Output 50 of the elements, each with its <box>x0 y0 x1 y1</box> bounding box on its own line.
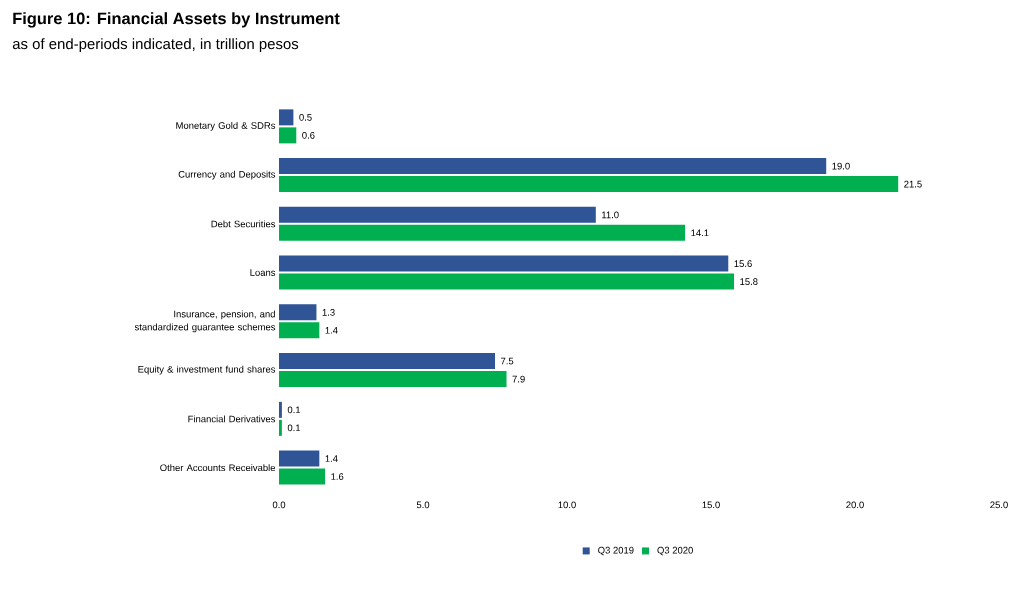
y-tick-label: Other Accounts Receivable <box>160 464 276 472</box>
x-tick-label: 25.0 <box>990 501 1008 509</box>
data-label: 0.1 <box>287 424 301 432</box>
data-label: 1.4 <box>325 327 338 334</box>
x-tick-label: 10.0 <box>558 501 576 509</box>
bar <box>279 468 326 485</box>
data-label: 19.0 <box>832 162 850 170</box>
x-tick-label: 15.0 <box>702 501 720 509</box>
y-tick-label: Equity & investment fund shares <box>138 365 276 375</box>
bar <box>279 304 317 321</box>
text: as of end-periods indicated, in trillion pesos <box>12 38 299 53</box>
data-label: 21.5 <box>904 180 922 188</box>
y-tick-label: Currency and Deposits <box>178 170 276 180</box>
y-tick-label: Monetary Gold & SDRs <box>176 121 276 131</box>
data-label: 1.3 <box>322 309 335 316</box>
data-label: 11.0 <box>602 211 619 219</box>
data-label: 0.1 <box>287 406 301 414</box>
legend-label: Q3 2020 <box>657 546 693 556</box>
data-label: 0.5 <box>299 114 312 121</box>
data-label: 7.5 <box>501 357 514 365</box>
bar <box>279 371 507 388</box>
data-label: 15.8 <box>740 278 758 285</box>
legend-label: Q3 2019 <box>598 546 634 556</box>
bar <box>279 450 320 467</box>
bar <box>279 206 596 223</box>
x-tick-label: 20.0 <box>846 501 864 509</box>
bar <box>279 109 294 126</box>
data-label: 0.6 <box>302 132 315 139</box>
data-label: 7.9 <box>512 375 525 383</box>
chart-title: Figure 10: Financial Assets by Instrument <box>13 12 340 28</box>
y-tick-label: Debt Securities <box>211 220 276 228</box>
x-tick-label: 0.0 <box>272 501 286 509</box>
bar <box>279 176 899 193</box>
bar <box>279 255 729 272</box>
bar <box>279 419 282 436</box>
bar <box>279 273 735 290</box>
x-tick-label: 5.0 <box>416 501 430 509</box>
bar <box>279 401 282 418</box>
data-label: 1.6 <box>331 473 344 480</box>
bar <box>279 158 827 175</box>
data-label: 1.4 <box>325 455 338 462</box>
y-tick-label: Financial Derivatives <box>188 415 276 423</box>
bar <box>279 224 686 241</box>
bar <box>279 322 320 339</box>
data-label: 15.6 <box>734 260 752 267</box>
data-label: 14.1 <box>691 229 709 237</box>
bar <box>279 127 297 144</box>
y-tick-label: Loans <box>250 269 276 276</box>
bar <box>279 353 496 370</box>
y-tick-label: Insurance, pension, and standardized guarantee schemes <box>134 310 276 333</box>
